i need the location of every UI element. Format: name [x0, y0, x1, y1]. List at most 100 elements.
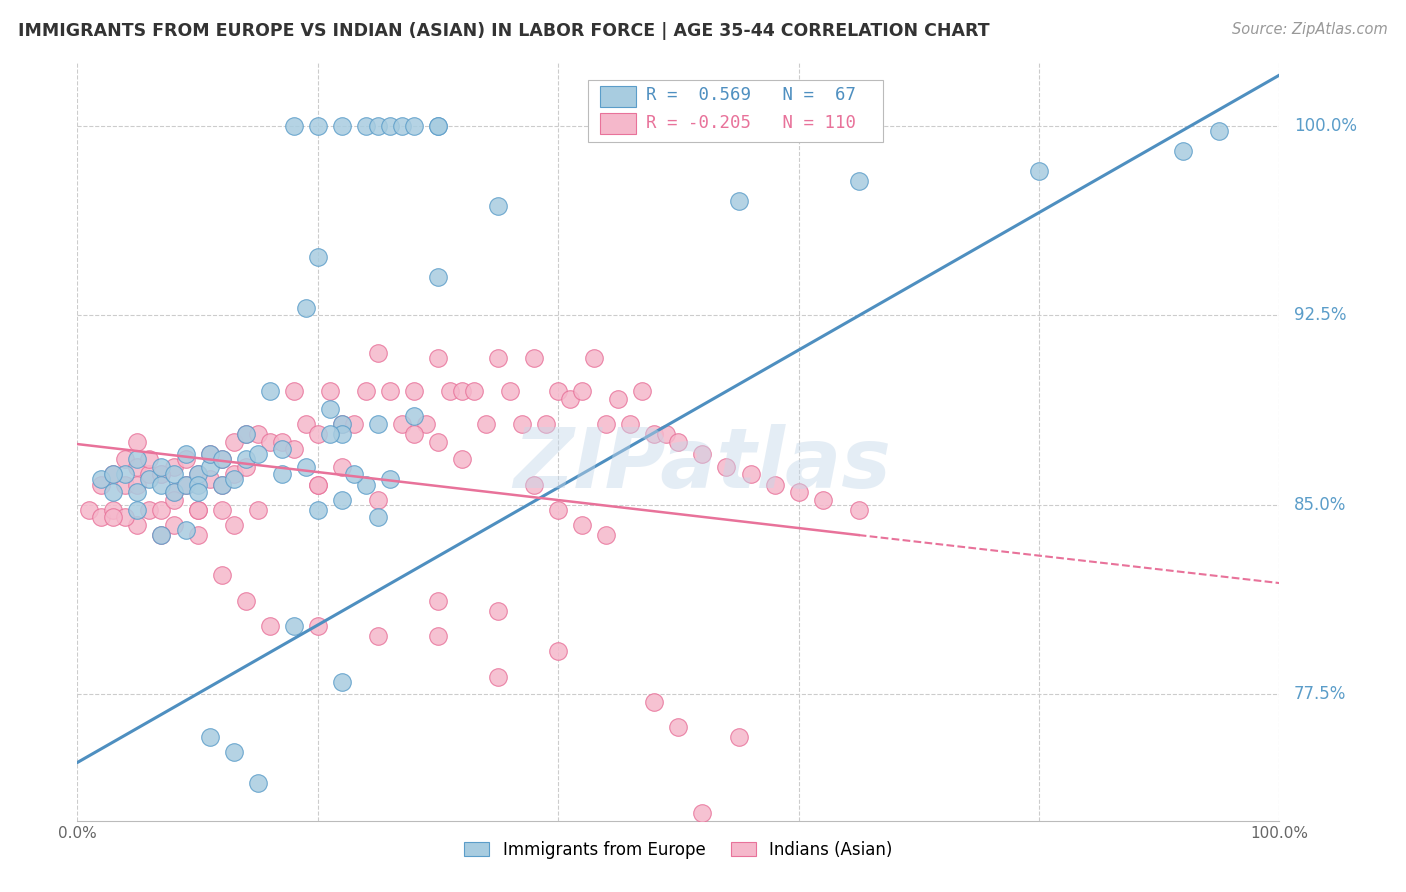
Point: [150, 503, 173, 517]
Point: [367, 510, 389, 524]
Point: [186, 503, 209, 517]
Point: [486, 604, 509, 618]
Point: [523, 477, 546, 491]
Point: [174, 447, 197, 461]
Point: [330, 417, 353, 431]
Point: [307, 619, 329, 633]
Point: [439, 384, 461, 398]
Point: [583, 351, 606, 365]
Point: [1208, 124, 1230, 138]
Point: [486, 199, 509, 213]
Point: [79, 503, 101, 517]
Point: [222, 434, 245, 449]
Bar: [600, 113, 637, 135]
Point: [198, 473, 221, 487]
Point: [427, 594, 450, 608]
Text: 92.5%: 92.5%: [1294, 306, 1347, 324]
Point: [211, 503, 233, 517]
Point: [571, 518, 593, 533]
Point: [150, 467, 173, 482]
Point: [246, 503, 269, 517]
Point: [378, 119, 401, 133]
Point: [307, 477, 329, 491]
Point: [211, 452, 233, 467]
Point: [571, 384, 593, 398]
Point: [727, 730, 749, 744]
Point: [367, 629, 389, 643]
Text: R = -0.205   N = 110: R = -0.205 N = 110: [645, 114, 856, 132]
Point: [114, 477, 136, 491]
Point: [150, 477, 173, 491]
Point: [330, 674, 353, 689]
Point: [427, 351, 450, 365]
Point: [427, 119, 450, 133]
Point: [402, 426, 425, 441]
Point: [367, 492, 389, 507]
Point: [486, 351, 509, 365]
Point: [162, 518, 184, 533]
Point: [222, 518, 245, 533]
Point: [595, 528, 617, 542]
Point: [103, 467, 125, 482]
Point: [103, 485, 125, 500]
Point: [270, 434, 292, 449]
Point: [378, 384, 401, 398]
Point: [415, 417, 437, 431]
Text: 77.5%: 77.5%: [1294, 685, 1347, 703]
Point: [235, 594, 257, 608]
Point: [307, 250, 329, 264]
Point: [547, 384, 569, 398]
Point: [848, 503, 870, 517]
Point: [90, 477, 112, 491]
Point: [619, 417, 641, 431]
Point: [607, 392, 630, 406]
Point: [270, 467, 292, 482]
Point: [451, 452, 474, 467]
Point: [138, 503, 160, 517]
Point: [510, 417, 533, 431]
Point: [259, 434, 281, 449]
Point: [127, 452, 149, 467]
Point: [127, 477, 149, 491]
Point: [486, 669, 509, 683]
Point: [668, 434, 690, 449]
Point: [402, 384, 425, 398]
Point: [367, 119, 389, 133]
Point: [560, 392, 582, 406]
Point: [186, 485, 209, 500]
Point: [716, 459, 738, 474]
Point: [186, 528, 209, 542]
Point: [127, 434, 149, 449]
Point: [162, 485, 184, 500]
Point: [294, 459, 316, 474]
Point: [103, 467, 125, 482]
Point: [270, 442, 292, 457]
Point: [259, 619, 281, 633]
Point: [198, 447, 221, 461]
Text: ZIPatlas: ZIPatlas: [513, 424, 891, 505]
Point: [307, 426, 329, 441]
Point: [127, 485, 149, 500]
Point: [103, 510, 125, 524]
Point: [211, 568, 233, 582]
Point: [319, 384, 342, 398]
Point: [198, 447, 221, 461]
Point: [1028, 164, 1050, 178]
Point: [114, 467, 136, 482]
Point: [402, 119, 425, 133]
Point: [138, 467, 160, 482]
Point: [343, 467, 366, 482]
Point: [643, 695, 665, 709]
Point: [283, 384, 305, 398]
Point: [174, 523, 197, 537]
Point: [114, 510, 136, 524]
Point: [211, 452, 233, 467]
Point: [427, 629, 450, 643]
Point: [186, 467, 209, 482]
Point: [354, 384, 377, 398]
Point: [235, 426, 257, 441]
Point: [763, 477, 786, 491]
Point: [211, 477, 233, 491]
Point: [283, 119, 305, 133]
Point: [150, 528, 173, 542]
